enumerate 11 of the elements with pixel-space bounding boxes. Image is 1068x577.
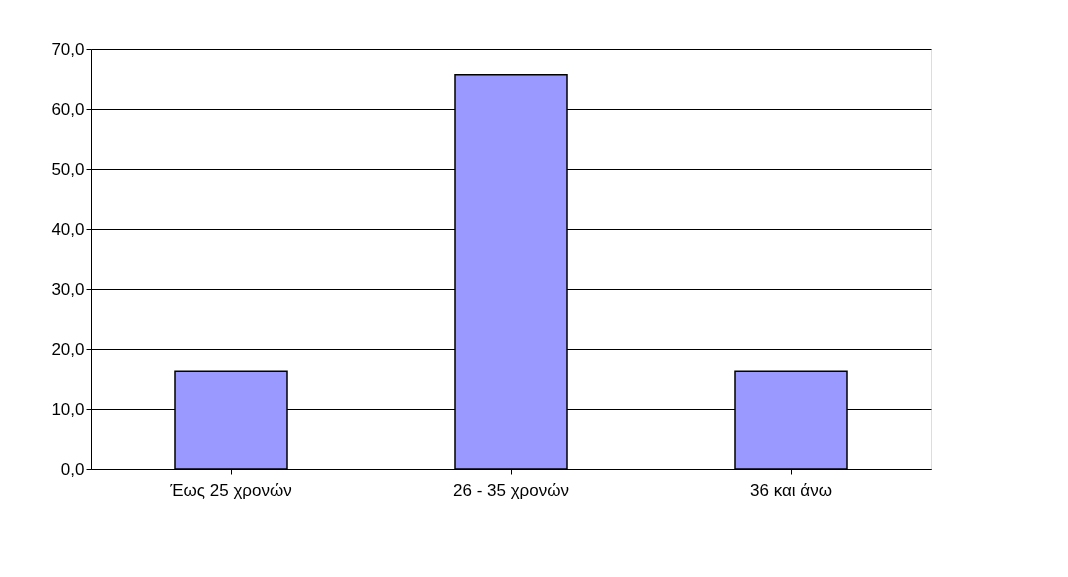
y-tick-label: 10,0 xyxy=(51,399,85,419)
x-tick-label: 26 - 35 χρονών xyxy=(453,480,569,500)
y-tick-label: 0,0 xyxy=(60,459,85,479)
y-tick-label: 70,0 xyxy=(51,39,85,59)
x-tick-label: 36 και άνω xyxy=(750,480,832,500)
y-tick-label: 30,0 xyxy=(51,279,85,299)
y-tick-label: 50,0 xyxy=(51,159,85,179)
x-tick-label: Έως 25 χρονών xyxy=(169,480,292,500)
y-tick-label: 20,0 xyxy=(51,339,85,359)
y-tick-label: 40,0 xyxy=(51,219,85,239)
y-tick-label: 60,0 xyxy=(51,99,85,119)
